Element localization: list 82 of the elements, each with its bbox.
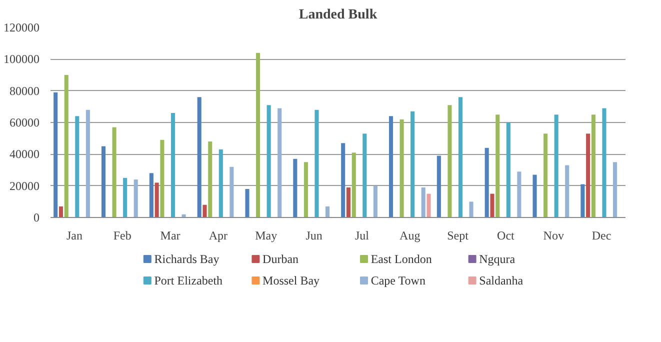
bar bbox=[75, 116, 80, 218]
bar bbox=[580, 184, 585, 218]
y-tick-label: 20000 bbox=[10, 178, 40, 193]
chart-title: Landed Bulk bbox=[298, 8, 378, 22]
x-tick-label: Jun bbox=[306, 228, 322, 242]
bar bbox=[373, 186, 378, 218]
y-tick-label: 120000 bbox=[4, 20, 40, 34]
bar bbox=[58, 206, 64, 218]
bar bbox=[496, 114, 500, 218]
x-tick-label: Sept bbox=[447, 228, 470, 242]
bar bbox=[458, 97, 463, 218]
bar bbox=[266, 105, 271, 218]
bar bbox=[218, 149, 223, 218]
y-tick-label: 0 bbox=[34, 210, 40, 224]
bar bbox=[101, 146, 106, 218]
bar bbox=[410, 111, 415, 218]
bar bbox=[341, 143, 346, 218]
bar bbox=[304, 162, 308, 218]
bar bbox=[484, 148, 489, 218]
bar bbox=[517, 172, 522, 218]
x-tick-label: Aug bbox=[400, 228, 420, 242]
y-tick-label: 60000 bbox=[10, 116, 40, 130]
legend-label: Mossel Bay bbox=[262, 274, 320, 288]
x-tick-label: May bbox=[255, 228, 278, 242]
y-tick-label: 80000 bbox=[10, 84, 40, 98]
bar bbox=[506, 122, 510, 218]
bar bbox=[54, 92, 58, 218]
legend-label: Port Elizabeth bbox=[154, 274, 223, 288]
bar bbox=[421, 187, 426, 218]
x-tick-label: Dec bbox=[592, 228, 612, 242]
bar bbox=[352, 152, 356, 218]
x-tick-label: Mar bbox=[160, 228, 180, 242]
bar bbox=[346, 187, 351, 218]
x-tick-label: Apr bbox=[208, 228, 228, 242]
legend-label: Ngqura bbox=[479, 252, 516, 266]
bar bbox=[400, 119, 404, 218]
bar bbox=[202, 204, 207, 218]
bar bbox=[245, 189, 250, 218]
y-tick-label: 40000 bbox=[10, 147, 40, 162]
bar bbox=[149, 173, 154, 218]
bar bbox=[160, 140, 164, 218]
bar bbox=[208, 142, 212, 218]
legend-label: Richards Bay bbox=[154, 252, 220, 266]
bar bbox=[565, 165, 570, 218]
bar bbox=[388, 116, 394, 218]
bar bbox=[134, 180, 138, 218]
x-tick-label: Jan bbox=[66, 228, 82, 242]
bar bbox=[112, 127, 116, 218]
bar bbox=[490, 194, 494, 218]
bar bbox=[448, 105, 452, 218]
bar bbox=[469, 202, 474, 218]
bar bbox=[544, 134, 548, 218]
bar bbox=[86, 110, 90, 218]
y-tick-label: 100000 bbox=[4, 52, 40, 66]
bar bbox=[154, 182, 159, 218]
bar bbox=[123, 178, 128, 218]
x-tick-label: Oct bbox=[497, 228, 516, 242]
bar bbox=[602, 108, 606, 218]
bar bbox=[278, 108, 282, 218]
bar bbox=[170, 113, 176, 218]
bar bbox=[612, 162, 618, 218]
legend-label: Cape Town bbox=[370, 274, 426, 288]
bar bbox=[426, 194, 431, 218]
bar bbox=[554, 114, 558, 218]
x-tick-label: Nov bbox=[543, 228, 564, 242]
bar bbox=[362, 134, 367, 218]
bar bbox=[586, 134, 590, 218]
x-tick-label: Jul bbox=[354, 228, 370, 242]
bar bbox=[293, 158, 298, 218]
bar bbox=[314, 110, 319, 218]
legend-label: Durban bbox=[262, 252, 299, 266]
bar bbox=[436, 156, 441, 218]
legend-label: East London bbox=[370, 252, 432, 266]
legend-label: Saldanha bbox=[479, 274, 524, 288]
bar bbox=[64, 75, 68, 218]
bar bbox=[256, 52, 260, 218]
bar bbox=[325, 206, 330, 218]
bar bbox=[591, 114, 596, 218]
bar bbox=[230, 166, 234, 218]
bar bbox=[532, 174, 537, 218]
x-tick-label: Feb bbox=[113, 228, 132, 242]
bar bbox=[197, 97, 202, 218]
